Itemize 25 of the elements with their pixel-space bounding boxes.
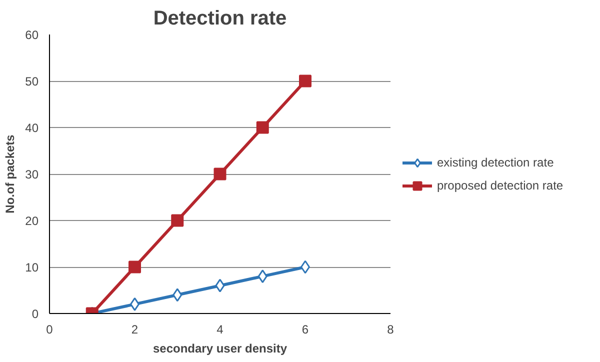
y-tick-label: 40 (25, 121, 39, 135)
y-tick-label: 20 (25, 214, 39, 228)
x-tick-label: 0 (46, 322, 54, 336)
x-tick-label: 4 (216, 322, 224, 336)
x-tick-label: 6 (302, 322, 309, 336)
point (256, 121, 269, 134)
point (172, 288, 182, 302)
x-tick-label: 8 (387, 322, 394, 336)
y-tick-label: 10 (25, 260, 39, 274)
point (214, 168, 226, 180)
y-tick-label: 60 (25, 28, 39, 42)
point (299, 74, 312, 88)
y-tick-label: 0 (32, 307, 39, 321)
y-tick-label: 30 (25, 168, 39, 182)
legend-label: proposed detection rate (437, 178, 564, 192)
chart-title: Detection rate (153, 8, 287, 30)
point (215, 278, 225, 292)
x-axis-title: secondary user density (152, 342, 288, 356)
y-axis-title: No.of packets (3, 134, 18, 214)
legend-label: existing detection rate (437, 155, 554, 169)
point (258, 270, 268, 284)
point (128, 260, 141, 274)
x-tick-label: 2 (131, 322, 138, 336)
y-tick-label: 50 (25, 74, 39, 88)
point (171, 214, 184, 227)
